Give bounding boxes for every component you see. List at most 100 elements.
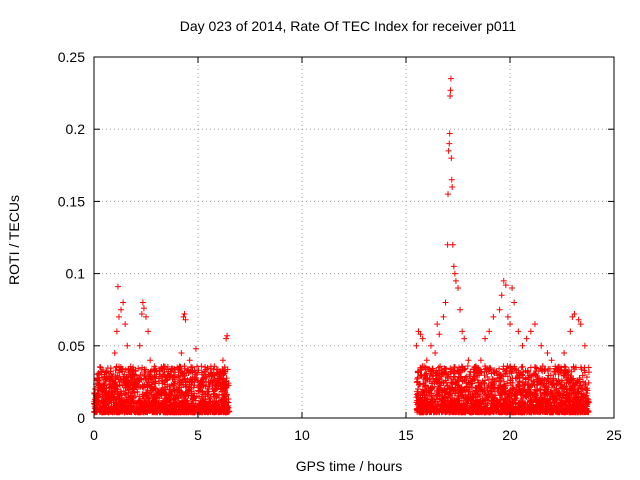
data-point-background [550, 395, 557, 402]
data-point-background [485, 382, 492, 389]
data-point-background [506, 364, 513, 371]
data-point-background [158, 392, 165, 399]
data-point-background [528, 377, 535, 384]
data-point-background [508, 368, 515, 375]
data-point-background [183, 409, 190, 416]
data-point [500, 277, 507, 284]
data-point [436, 331, 443, 338]
data-point-background [458, 385, 465, 392]
data-point-background [417, 372, 424, 379]
data-point-background [583, 374, 590, 381]
data-point-background [442, 408, 449, 415]
data-point-background [544, 367, 551, 374]
data-point [182, 316, 189, 323]
data-point-background [123, 403, 130, 410]
data-point-background [140, 395, 147, 402]
data-point-background [114, 386, 121, 393]
data-point-background [212, 408, 219, 415]
data-point [145, 328, 152, 335]
data-point [120, 299, 127, 306]
data-point-background [99, 409, 106, 416]
data-point [192, 345, 199, 352]
data-point [109, 383, 116, 390]
data-point-background [94, 376, 101, 383]
data-point-background [195, 408, 202, 415]
data-point-background [415, 392, 422, 399]
data-point-background [442, 377, 449, 384]
data-point-background [101, 373, 108, 380]
data-point-background [502, 391, 509, 398]
data-point-background [527, 391, 534, 398]
data-point-background [416, 408, 423, 415]
data-point-background [171, 374, 178, 381]
data-point-background [183, 379, 190, 386]
data-point-background [414, 388, 421, 395]
data-point-background [532, 368, 539, 375]
data-point-background [449, 397, 456, 404]
data-point-background [473, 391, 480, 398]
data-point-background [213, 366, 220, 373]
data-point-background [434, 393, 441, 400]
data-point [502, 282, 509, 289]
data-point-background [527, 364, 534, 371]
data-point-background [558, 381, 565, 388]
data-point-background [156, 368, 163, 375]
data-point-background [94, 392, 101, 399]
data-point-background [443, 371, 450, 378]
y-tick-label: 0.25 [58, 49, 85, 65]
data-point-background [160, 371, 167, 378]
x-tick-label: 25 [606, 427, 622, 443]
data-point-background [462, 374, 469, 381]
data-point-background [219, 385, 226, 392]
data-point-background [579, 393, 586, 400]
data-point-background [201, 408, 208, 415]
data-point-background [413, 379, 420, 386]
data-point-background [531, 381, 538, 388]
data-point [140, 305, 147, 312]
data-point-background [115, 391, 122, 398]
x-axis-label: GPS time / hours [296, 458, 403, 474]
data-point-background [451, 364, 458, 371]
data-point-background [571, 394, 578, 401]
data-point-background [561, 363, 568, 370]
data-point-background [97, 382, 104, 389]
data-point [113, 328, 120, 335]
data-point-background [456, 397, 463, 404]
data-point [174, 364, 181, 371]
data-point-background [463, 386, 470, 393]
data-point-background [538, 378, 545, 385]
data-point-background [547, 372, 554, 379]
data-point-background [524, 368, 531, 375]
data-point [452, 277, 459, 284]
data-point-background [551, 407, 558, 414]
data-point-background [429, 400, 436, 407]
data-point-background [447, 401, 454, 408]
data-point-background [555, 390, 562, 397]
data-point-background [135, 384, 142, 391]
y-tick-label: 0.2 [66, 121, 86, 137]
data-point-background [122, 390, 129, 397]
data-point-background [436, 409, 443, 416]
y-axis-label: ROTI / TECUs [6, 195, 22, 285]
data-point-background [452, 385, 459, 392]
data-point [509, 285, 516, 292]
data-point-background [571, 408, 578, 415]
data-point [139, 299, 146, 306]
data-point-background [142, 375, 149, 382]
data-point-background [98, 405, 105, 412]
data-point-background [189, 364, 196, 371]
data-point [444, 241, 451, 248]
data-point-background [508, 393, 515, 400]
data-point [496, 306, 503, 313]
data-point-background [95, 393, 102, 400]
data-point-background [462, 365, 469, 372]
data-point-background [468, 407, 475, 414]
data-point-background [565, 403, 572, 410]
data-point [486, 328, 493, 335]
data-point-background [125, 374, 132, 381]
data-point-background [196, 400, 203, 407]
data-point-background [127, 381, 134, 388]
data-point-background [486, 409, 493, 416]
data-point-background [501, 401, 508, 408]
